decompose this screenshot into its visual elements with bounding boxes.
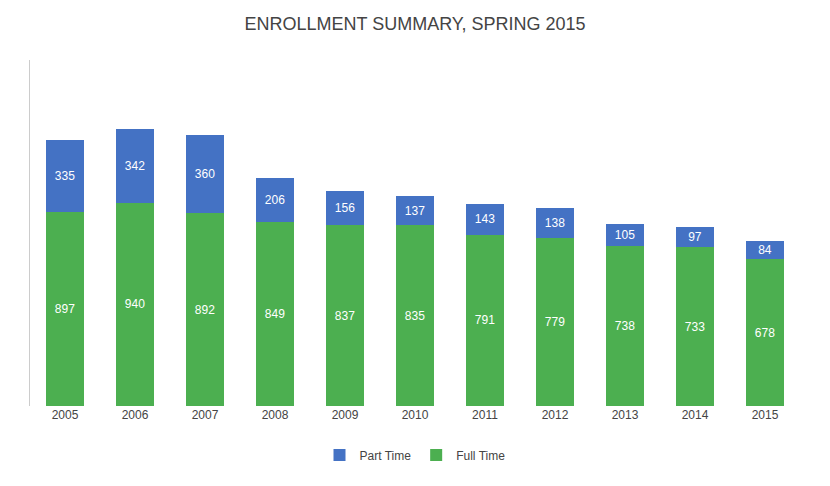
svg-text:156: 156: [335, 201, 355, 215]
svg-text:2008: 2008: [262, 408, 289, 422]
svg-text:892: 892: [195, 303, 215, 317]
svg-text:2012: 2012: [542, 408, 569, 422]
svg-text:940: 940: [125, 297, 145, 311]
svg-text:97: 97: [688, 230, 702, 244]
svg-text:138: 138: [545, 216, 565, 230]
svg-text:835: 835: [405, 309, 425, 323]
svg-text:335: 335: [55, 169, 75, 183]
svg-text:2006: 2006: [122, 408, 149, 422]
svg-text:2010: 2010: [402, 408, 429, 422]
svg-text:2005: 2005: [52, 408, 79, 422]
svg-text:849: 849: [265, 307, 285, 321]
svg-text:2011: 2011: [472, 408, 498, 422]
svg-text:105: 105: [615, 228, 635, 242]
svg-text:360: 360: [195, 167, 215, 181]
svg-text:733: 733: [685, 320, 705, 334]
svg-text:143: 143: [475, 212, 495, 226]
svg-text:738: 738: [615, 319, 635, 333]
svg-text:2013: 2013: [612, 408, 639, 422]
svg-text:Part Time: Part Time: [360, 449, 412, 463]
svg-text:791: 791: [475, 313, 495, 327]
svg-text:206: 206: [265, 193, 285, 207]
svg-text:678: 678: [755, 326, 775, 340]
svg-text:2014: 2014: [682, 408, 709, 422]
svg-text:84: 84: [758, 243, 772, 257]
svg-text:897: 897: [55, 302, 75, 316]
svg-text:2007: 2007: [192, 408, 219, 422]
svg-text:ENROLLMENT SUMMARY, SPRING 201: ENROLLMENT SUMMARY, SPRING 2015: [244, 14, 585, 34]
svg-text:Full Time: Full Time: [456, 449, 505, 463]
svg-text:137: 137: [405, 204, 425, 218]
svg-text:342: 342: [125, 159, 145, 173]
svg-text:779: 779: [545, 315, 565, 329]
svg-text:2015: 2015: [752, 408, 779, 422]
svg-text:837: 837: [335, 309, 355, 323]
svg-text:2009: 2009: [332, 408, 359, 422]
